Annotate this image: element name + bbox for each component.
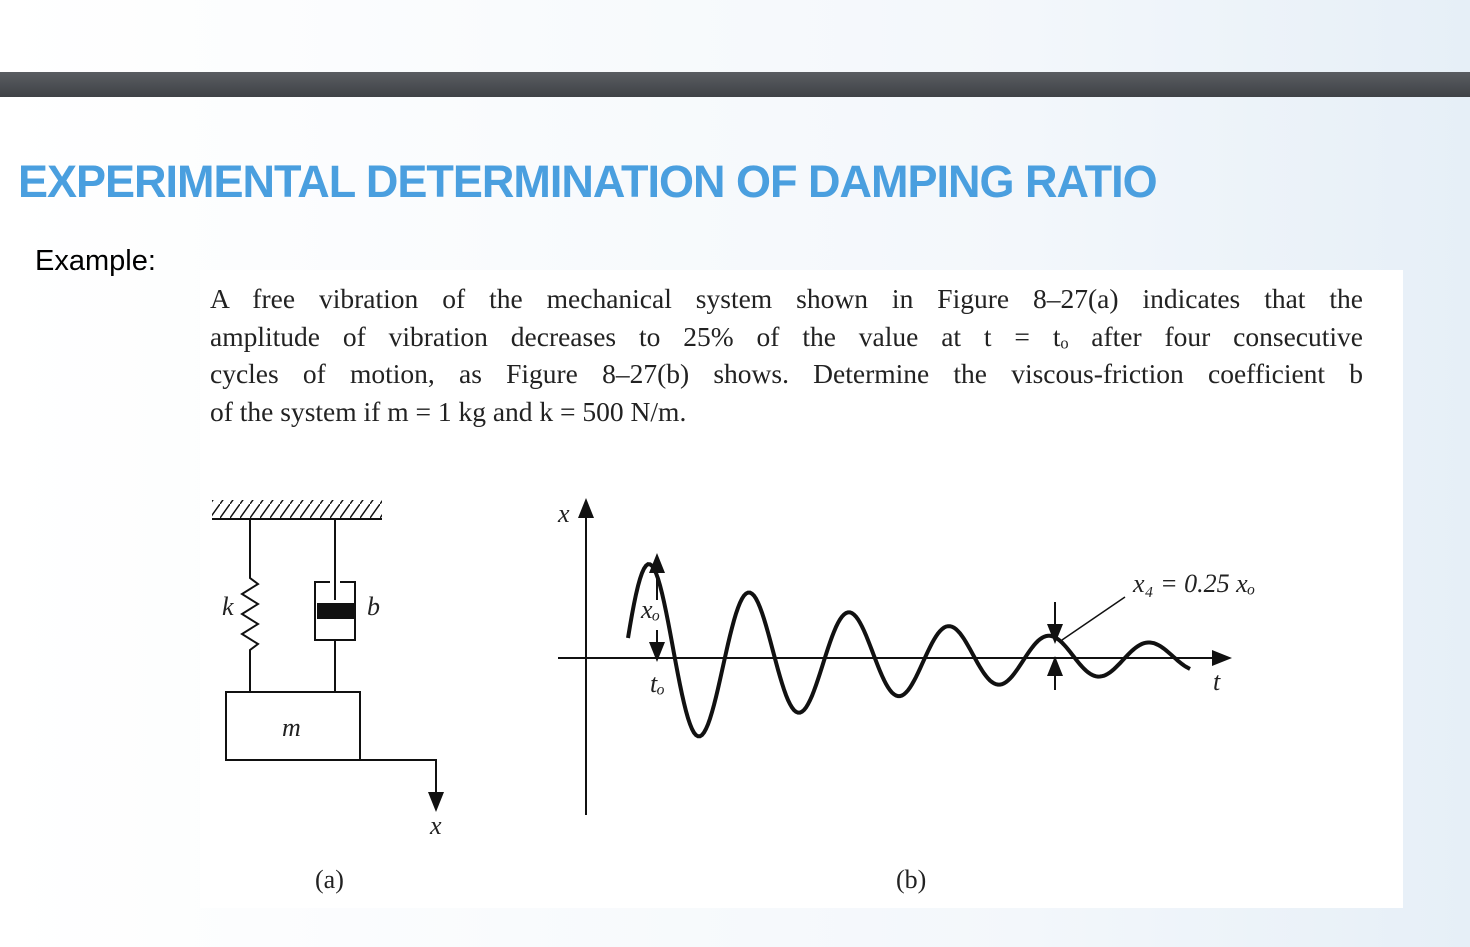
displacement-arrow (360, 759, 444, 812)
slide-title: EXPERIMENTAL DETERMINATION OF DAMPING RA… (18, 156, 1158, 207)
annotation-pointer (1061, 596, 1126, 641)
time-label: tₒ (650, 669, 665, 698)
caption: (b) (896, 865, 926, 894)
text-line: amplitude of vibration decreases to 25% … (210, 320, 1363, 352)
text-line: A free vibration of the mechanical syste… (210, 283, 1363, 314)
content-panel (200, 270, 1403, 908)
caption: (a) (315, 865, 344, 894)
problem-text: A free vibration of the mechanical syste… (210, 280, 1363, 430)
damped-oscillation (626, 562, 1191, 739)
amplitude-label: xₒ (640, 595, 660, 624)
displacement-label: x (429, 811, 442, 840)
example-label: Example: (35, 245, 156, 277)
spring (240, 519, 260, 692)
mass-label: m (282, 713, 301, 742)
damper-piston (317, 603, 355, 619)
mass (225, 691, 361, 761)
spring-label: k (222, 592, 234, 621)
header-bar (0, 72, 1470, 97)
ceiling-hatch (212, 500, 382, 518)
text-line: of the system if m = 1 kg and k = 500 N/… (210, 395, 687, 427)
damper-label: b (367, 592, 380, 621)
y-axis-label: x (557, 499, 570, 528)
annotation: x₄ = 0.25 xₒ (1132, 569, 1255, 598)
text-line: cycles of motion, as Figure 8–27(b) show… (210, 358, 1363, 389)
x-axis-label: t (1213, 667, 1221, 696)
